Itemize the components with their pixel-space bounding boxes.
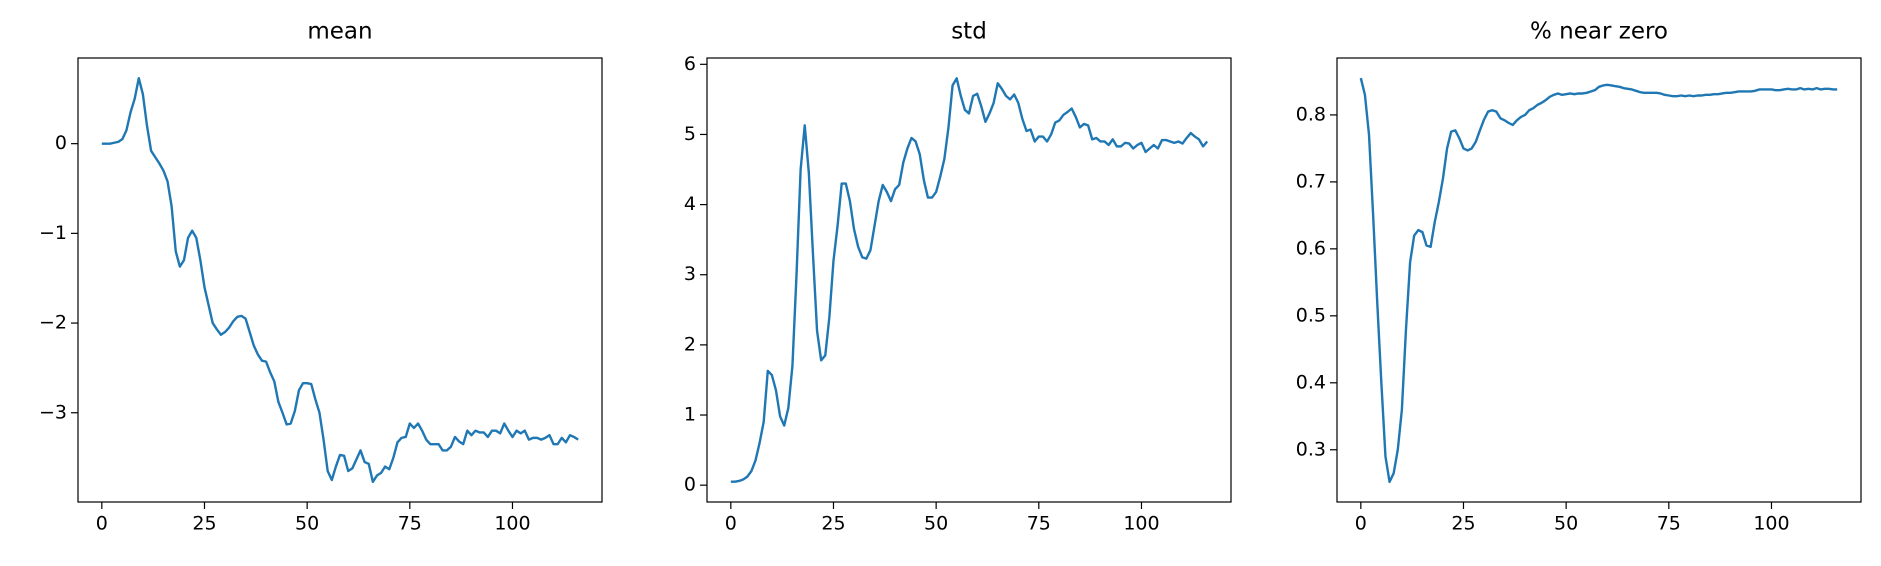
y-tick-label: 0.8 xyxy=(1296,103,1326,125)
axes-frame xyxy=(706,57,1232,503)
y-tick-label: 3 xyxy=(684,263,696,285)
y-tick-label: 0.3 xyxy=(1296,438,1326,460)
y-tick-label: 2 xyxy=(684,333,696,355)
x-tick-label: 100 xyxy=(1123,513,1159,535)
x-tick-label: 25 xyxy=(192,513,216,535)
x-tick-label: 0 xyxy=(1355,513,1367,535)
x-tick-label: 75 xyxy=(398,513,422,535)
x-tick-label: 50 xyxy=(1554,513,1578,535)
y-tick-label: 0.4 xyxy=(1296,371,1326,393)
x-tick-label: 0 xyxy=(96,513,108,535)
chart-title: % near zero xyxy=(1530,19,1668,45)
y-tick-label: −3 xyxy=(39,401,67,423)
y-tick-label: −1 xyxy=(39,222,67,244)
x-tick-label: 75 xyxy=(1657,513,1681,535)
chart-title: mean xyxy=(307,19,372,45)
x-tick-label: 25 xyxy=(821,513,845,535)
data-line xyxy=(730,77,1209,483)
y-tick-label: 0.5 xyxy=(1296,304,1326,326)
x-tick-label: 50 xyxy=(924,513,948,535)
axes-frame xyxy=(77,57,603,503)
x-tick-label: 0 xyxy=(725,513,737,535)
data-line xyxy=(1359,77,1838,484)
x-tick-label: 75 xyxy=(1027,513,1051,535)
y-tick-label: 0 xyxy=(55,132,67,154)
axes-frame xyxy=(1336,57,1862,503)
y-tick-label: 4 xyxy=(684,193,696,215)
y-tick-label: −2 xyxy=(39,312,67,334)
y-tick-label: 0 xyxy=(684,474,696,496)
y-tick-label: 0.7 xyxy=(1296,170,1326,192)
chart-title: std xyxy=(951,19,987,45)
data-line xyxy=(101,76,579,484)
x-tick-label: 100 xyxy=(1753,513,1789,535)
y-tick-label: 1 xyxy=(684,404,696,426)
y-tick-label: 0.6 xyxy=(1296,237,1326,259)
x-tick-label: 100 xyxy=(494,513,530,535)
x-tick-label: 50 xyxy=(295,513,319,535)
y-tick-label: 6 xyxy=(684,53,696,75)
y-tick-label: 5 xyxy=(684,123,696,145)
x-tick-label: 25 xyxy=(1451,513,1475,535)
